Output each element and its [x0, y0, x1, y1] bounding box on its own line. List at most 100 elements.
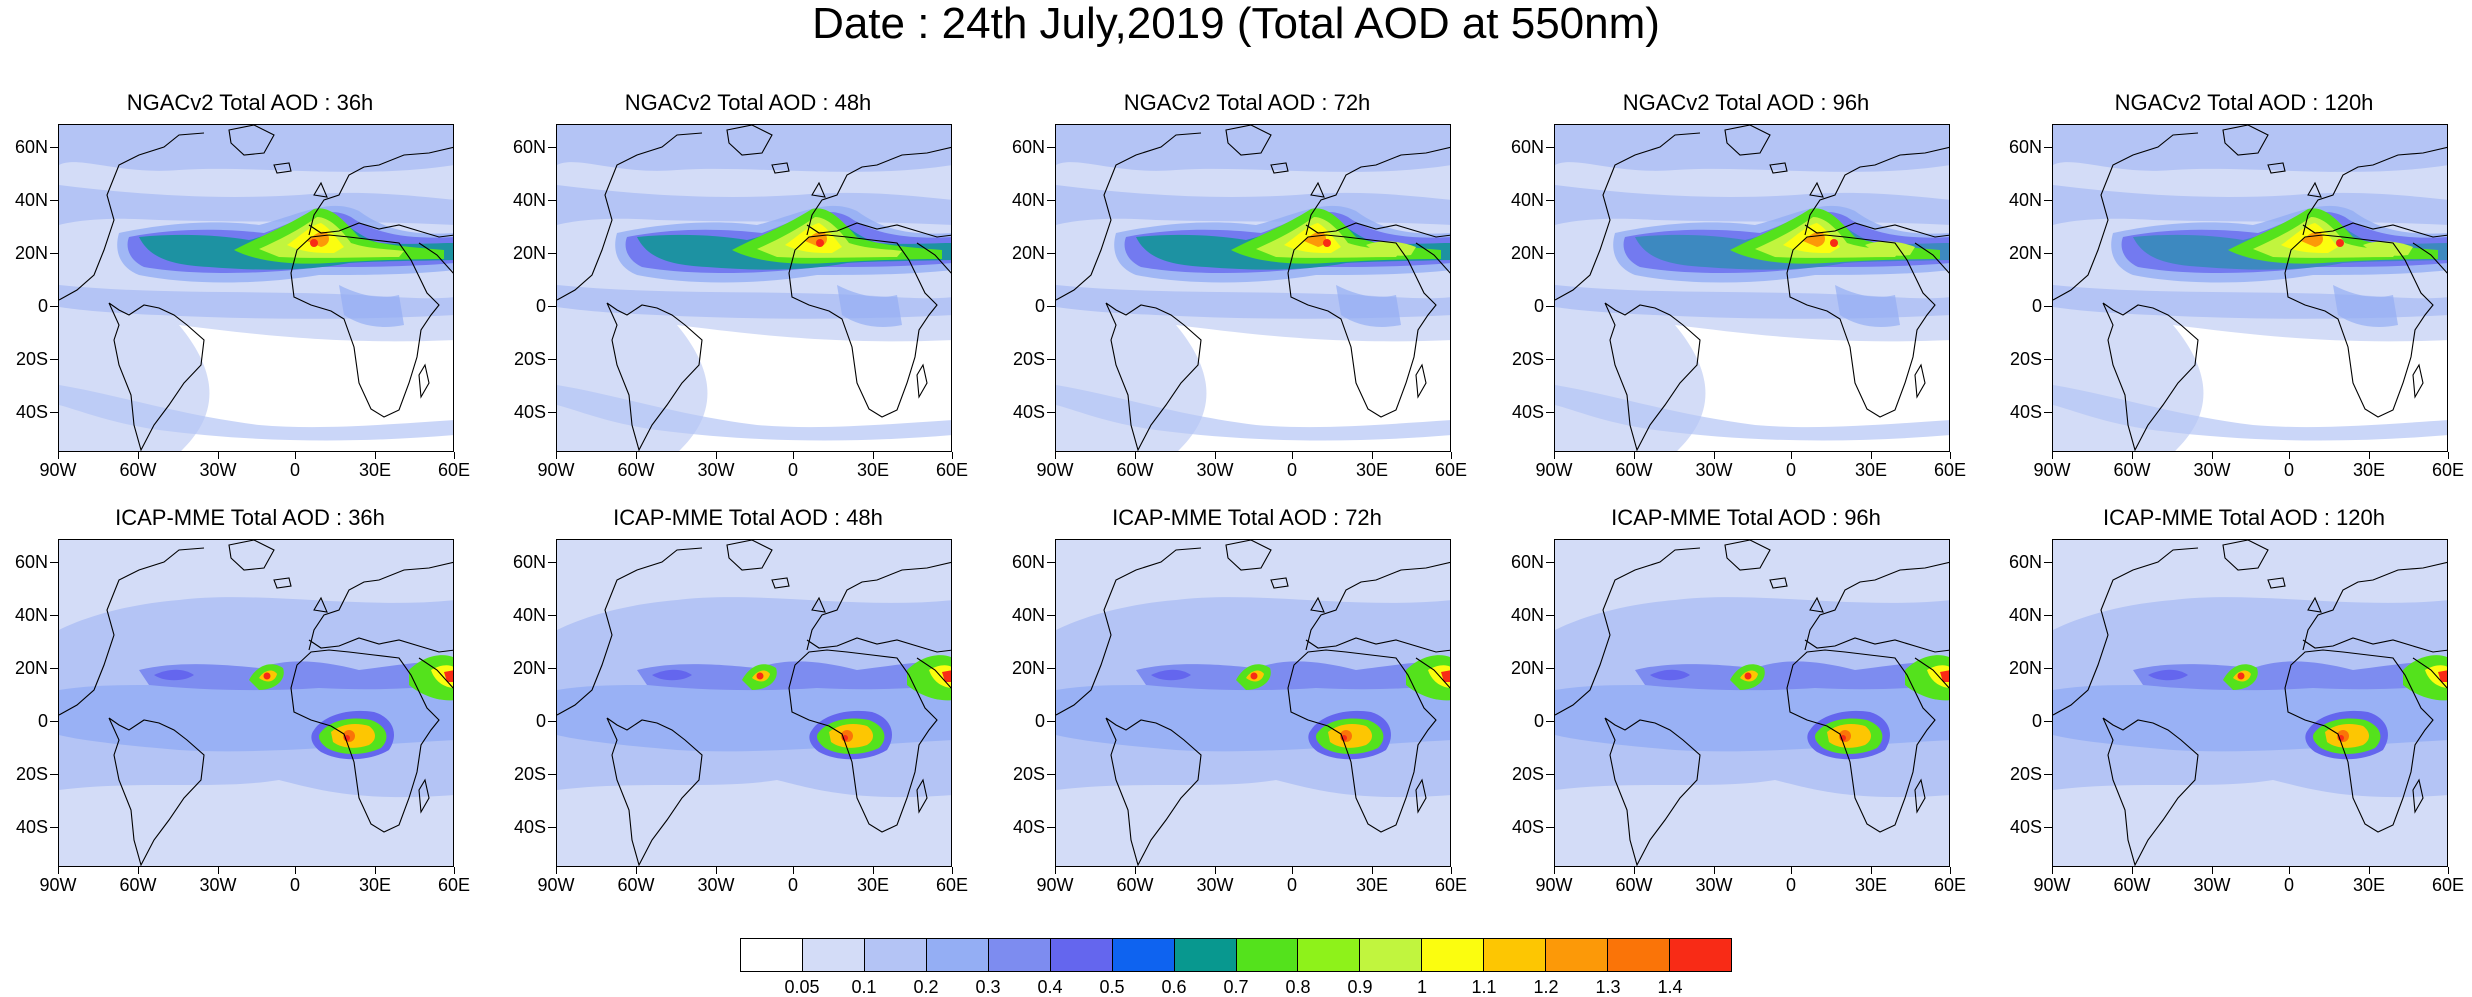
longitude-tick: [1451, 867, 1452, 874]
longitude-tick: [952, 867, 953, 874]
latitude-tick: [50, 668, 58, 669]
colorbar-box: [926, 939, 989, 971]
colorbar-label: 0.5: [1099, 977, 1125, 997]
longitude-tick-label: 30W: [199, 460, 237, 480]
longitude-tick-label: 90W: [39, 460, 77, 480]
latitude-tick: [1546, 562, 1554, 563]
colorbar-label: 0.05: [784, 977, 820, 997]
latitude-tick-label: 40S: [15, 817, 48, 837]
longitude-tick: [2132, 452, 2133, 459]
longitude-tick-label: 60W: [617, 460, 655, 480]
longitude-tick: [636, 452, 637, 459]
longitude-tick-label: 90W: [1535, 460, 1573, 480]
longitude-tick: [2369, 867, 2370, 874]
longitude-tick-label: 60W: [119, 460, 157, 480]
latitude-tick: [1047, 253, 1055, 254]
latitude-tick: [1546, 827, 1554, 828]
colorbar-box: [741, 939, 803, 971]
latitude-tick: [2044, 774, 2052, 775]
longitude-tick-label: 60W: [1615, 875, 1653, 895]
longitude-tick: [793, 867, 794, 874]
latitude-tick-label: 20S: [1511, 764, 1544, 784]
longitude-tick-label: 0: [2283, 460, 2294, 480]
longitude-tick: [218, 867, 219, 874]
colorbar-label: 1.4: [1657, 977, 1683, 997]
latitude-tick: [2044, 412, 2052, 413]
aod-map: [556, 539, 952, 867]
aod-field: [557, 540, 951, 866]
latitude-tick-label: 0: [1034, 296, 1045, 316]
latitude-tick: [50, 562, 58, 563]
colorbar-label: 1: [1416, 977, 1427, 997]
latitude-tick-label: 40N: [512, 605, 546, 625]
latitude-tick-label: 0: [37, 296, 48, 316]
longitude-tick: [58, 867, 59, 874]
latitude-tick: [1047, 200, 1055, 201]
main-title: Date : 24th July,2019 (Total AOD at 550n…: [812, 0, 1660, 48]
longitude-tick-label: 0: [1785, 875, 1796, 895]
latitude-tick-label: 0: [2031, 711, 2042, 731]
longitude-tick-label: 30E: [358, 460, 392, 480]
latitude-tick-label: 40N: [14, 190, 48, 210]
longitude-tick: [1791, 452, 1792, 459]
aod-field: [2053, 125, 2447, 451]
colorbar-box: [1050, 939, 1113, 971]
latitude-tick-label: 20N: [2008, 658, 2042, 678]
latitude-tick: [2044, 147, 2052, 148]
colorbar-box: [802, 939, 865, 971]
aod-field: [59, 540, 453, 866]
longitude-tick-label: 0: [787, 460, 798, 480]
longitude-tick-label: 60E: [935, 875, 969, 895]
aod-map: [1554, 124, 1950, 452]
longitude-tick: [1135, 452, 1136, 459]
longitude-tick: [1215, 452, 1216, 459]
aod-field: [1555, 125, 1949, 451]
panel-title: NGACv2 Total AOD : 120h: [2114, 90, 2374, 115]
latitude-tick: [2044, 562, 2052, 563]
latitude-tick: [50, 200, 58, 201]
latitude-tick: [2044, 615, 2052, 616]
longitude-tick: [1950, 867, 1951, 874]
longitude-tick-label: 30E: [856, 460, 890, 480]
latitude-tick-label: 20N: [1510, 658, 1544, 678]
longitude-tick-label: 30W: [2193, 875, 2231, 895]
latitude-tick: [2044, 668, 2052, 669]
colorbar-label: 0.3: [975, 977, 1001, 997]
longitude-tick: [138, 867, 139, 874]
latitude-tick-label: 40N: [1510, 605, 1544, 625]
longitude-tick-label: 30W: [2193, 460, 2231, 480]
longitude-tick: [1055, 867, 1056, 874]
longitude-tick: [1950, 452, 1951, 459]
longitude-tick: [454, 452, 455, 459]
latitude-tick-label: 20S: [15, 349, 48, 369]
panel-title: ICAP-MME Total AOD : 120h: [2102, 505, 2386, 530]
longitude-tick: [1791, 867, 1792, 874]
longitude-tick-label: 60W: [2113, 460, 2151, 480]
longitude-tick-label: 30E: [2352, 875, 2386, 895]
longitude-tick: [1714, 867, 1715, 874]
longitude-tick-label: 60E: [437, 875, 471, 895]
longitude-tick: [2212, 867, 2213, 874]
latitude-tick: [548, 721, 556, 722]
longitude-tick: [1292, 867, 1293, 874]
latitude-tick: [50, 774, 58, 775]
longitude-tick: [873, 867, 874, 874]
longitude-tick-label: 60E: [935, 460, 969, 480]
latitude-tick-label: 20N: [14, 658, 48, 678]
longitude-tick: [873, 452, 874, 459]
latitude-tick-label: 40S: [2009, 817, 2042, 837]
latitude-tick: [548, 562, 556, 563]
latitude-tick: [548, 412, 556, 413]
aod-map: [1554, 539, 1950, 867]
longitude-tick: [1055, 452, 1056, 459]
aod-map: [2052, 539, 2448, 867]
latitude-tick: [1047, 721, 1055, 722]
longitude-tick: [1634, 867, 1635, 874]
longitude-tick: [2132, 867, 2133, 874]
longitude-tick: [1372, 867, 1373, 874]
colorbar-box: [1174, 939, 1237, 971]
latitude-tick: [548, 359, 556, 360]
latitude-tick-label: 20S: [513, 764, 546, 784]
latitude-tick-label: 40N: [2008, 190, 2042, 210]
latitude-tick: [1546, 774, 1554, 775]
